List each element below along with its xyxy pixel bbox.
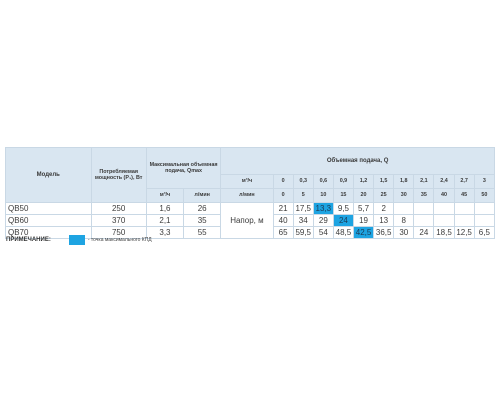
flow-lmin-cell: 5: [292, 188, 314, 203]
head-value-cell: [473, 202, 496, 215]
head-value-cell: 54: [312, 226, 334, 239]
head-value-cell: 13: [373, 214, 395, 227]
power-cell: 250: [90, 202, 147, 215]
head-value-cell: 29: [312, 214, 334, 227]
head-value-cell: 6,5: [473, 226, 496, 239]
flow-m3-cell: 1,8: [393, 174, 415, 189]
head-value-cell: [393, 202, 415, 215]
flow-lmin-cell: 40: [433, 188, 455, 203]
flow-m3-cell: 1,5: [373, 174, 395, 189]
model-cell: QB50: [5, 202, 92, 215]
flow-m3-cell: 0,9: [332, 174, 355, 189]
head-value-cell: 65: [272, 226, 294, 239]
flow-m3-cell: 0: [272, 174, 294, 189]
head-value-cell: 24: [332, 214, 355, 227]
flow-m3-cell: 0,6: [312, 174, 334, 189]
note-text: - точка максимального КПД: [87, 237, 152, 243]
pump-spec-table: Модель Потребляемая мощность (P₁), Вт Ма…: [5, 147, 496, 239]
qmax-lmin-cell: 26: [183, 202, 222, 215]
flow-lmin-cell: 50: [473, 188, 496, 203]
header-row-unit-lmin: л/мин: [220, 188, 274, 203]
flow-m3-cell: 2,4: [433, 174, 455, 189]
header-row-unit-m3: м³/ч: [220, 174, 274, 189]
head-value-cell: 19: [352, 214, 375, 227]
flow-lmin-cell: 30: [393, 188, 415, 203]
head-value-cell: 34: [292, 214, 314, 227]
qmax-m3-cell: 2,1: [145, 214, 185, 227]
head-value-cell: 21: [272, 202, 294, 215]
header-power: Потребляемая мощность (P₁), Вт: [90, 147, 147, 203]
head-value-cell: [433, 214, 455, 227]
model-cell: QB60: [5, 214, 92, 227]
header-max-flow-unit-m3: м³/ч: [145, 188, 185, 203]
head-value-cell: 42,5: [352, 226, 375, 239]
flow-m3-cell: 3: [473, 174, 496, 189]
head-value-cell: 36,5: [373, 226, 395, 239]
head-value-cell: 18,5: [433, 226, 455, 239]
power-cell: 750: [90, 226, 147, 239]
head-value-cell: 59,5: [292, 226, 314, 239]
head-value-cell: 40: [272, 214, 294, 227]
flow-lmin-cell: 10: [312, 188, 334, 203]
flow-lmin-cell: 15: [332, 188, 355, 203]
head-value-cell: [433, 202, 455, 215]
head-value-cell: 48,5: [332, 226, 355, 239]
head-label-cell: Напор, м: [220, 202, 274, 239]
head-value-cell: 30: [393, 226, 415, 239]
flow-m3-cell: 2,7: [453, 174, 475, 189]
flow-lmin-cell: 20: [352, 188, 375, 203]
flow-m3-cell: 1,2: [352, 174, 375, 189]
table-row: QB60 370 2,1 35 40 34 29 24 19 13 8: [5, 214, 496, 227]
qmax-lmin-cell: 55: [183, 226, 222, 239]
head-value-cell: [413, 202, 435, 215]
head-value-cell: [453, 214, 475, 227]
head-value-cell: 8: [393, 214, 415, 227]
head-value-cell: 12,5: [453, 226, 475, 239]
flow-lmin-cell: 45: [453, 188, 475, 203]
note: ПРИМЕЧАНИЕ: - точка максимального КПД: [6, 234, 152, 246]
flow-m3-cell: 2,1: [413, 174, 435, 189]
flow-lmin-cell: 35: [413, 188, 435, 203]
head-value-cell: [473, 214, 496, 227]
head-value-cell: [413, 214, 435, 227]
header-flow: Объемная подача, Q: [220, 147, 495, 175]
table-row: QB70 750 3,3 55 65 59,5 54 48,5 42,5 36,5 30 24 18,5…: [5, 226, 496, 239]
flow-lmin-cell: 25: [373, 188, 395, 203]
power-cell: 370: [90, 214, 147, 227]
flow-lmin-cell: 0: [272, 188, 294, 203]
table-row: QB50 250 1,6 26 Напор, м 21 17,5 13,3 9,5 5,7 2: [5, 202, 496, 239]
header-model: Модель: [5, 147, 92, 203]
head-value-cell: 9,5: [332, 202, 355, 215]
note-label: ПРИМЕЧАНИЕ:: [6, 237, 51, 243]
head-value-cell: 17,5: [292, 202, 314, 215]
head-value-cell: 2: [373, 202, 395, 215]
header-max-flow: Максимальная объемная подача, Qmax: [145, 147, 222, 189]
qmax-m3-cell: 1,6: [145, 202, 185, 215]
head-value-cell: 13,3: [312, 202, 334, 215]
head-value-cell: 24: [413, 226, 435, 239]
head-value-cell: 5,7: [352, 202, 375, 215]
note-swatch: [68, 235, 85, 245]
header-max-flow-unit-lmin: л/мин: [183, 188, 222, 203]
qmax-lmin-cell: 35: [183, 214, 222, 227]
flow-m3-cell: 0,3: [292, 174, 314, 189]
head-value-cell: [453, 202, 475, 215]
